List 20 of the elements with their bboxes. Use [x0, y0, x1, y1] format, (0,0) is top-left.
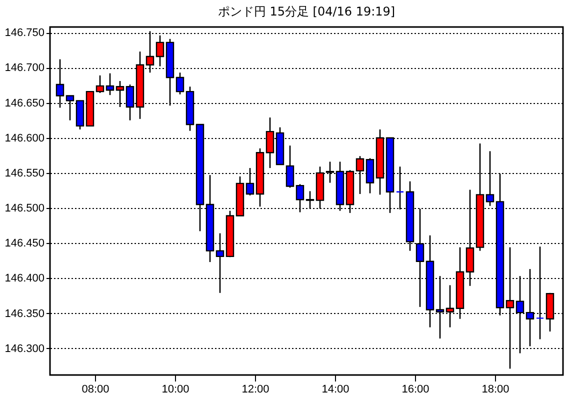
x-tick-label: 12:00 — [242, 384, 270, 396]
x-tick-label: 18:00 — [482, 384, 510, 396]
x-tick-label: 14:00 — [322, 384, 350, 396]
x-tick-label: 16:00 — [402, 384, 430, 396]
y-tick-label: 146.650 — [4, 97, 44, 110]
x-tick-label: 10:00 — [162, 384, 190, 396]
y-tick-label: 146.400 — [4, 272, 44, 285]
y-tick-label: 146.550 — [4, 167, 44, 180]
y-tick-label: 146.600 — [4, 132, 44, 144]
candlestick — [106, 72, 114, 96]
candlestick — [96, 74, 104, 94]
y-tick-label: 146.350 — [4, 308, 44, 320]
x-tick-label: 08:00 — [82, 384, 110, 396]
y-tick-label: 146.700 — [4, 62, 44, 74]
y-tick-label: 146.500 — [4, 202, 44, 215]
y-tick-label: 146.300 — [4, 342, 44, 355]
y-tick-label: 146.450 — [4, 238, 44, 250]
y-tick-label: 146.750 — [4, 27, 44, 40]
candlestick — [176, 72, 184, 96]
chart-title: ポンド円 15分足 [04/16 19:19] — [218, 4, 396, 19]
